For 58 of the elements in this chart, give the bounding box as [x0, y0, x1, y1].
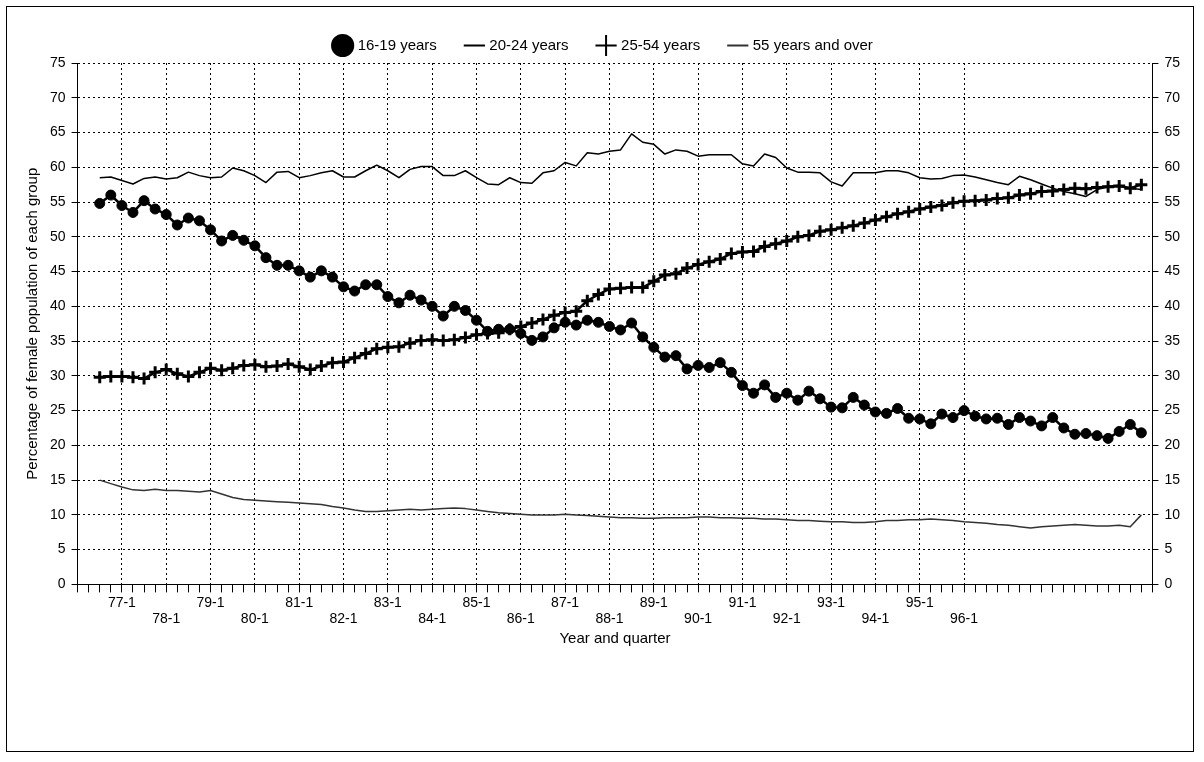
y2-tick-label: 35 [1164, 331, 1181, 348]
y-tick-label: 60 [49, 158, 66, 175]
x-tick-label: 92-1 [772, 610, 801, 627]
legend-label: 25-54 years [621, 35, 701, 53]
y-tick-label: 20 [49, 436, 66, 453]
x-tick-label: 90-1 [684, 610, 713, 627]
y2-tick-label: 20 [1164, 436, 1181, 453]
y2-tick-label: 10 [1164, 505, 1181, 522]
x-tick-label: 80-1 [240, 610, 270, 627]
y2-tick-label: 30 [1164, 366, 1181, 383]
y2-tick-label: 55 [1164, 192, 1181, 209]
y2-tick-label: 45 [1164, 262, 1181, 279]
legend-label: 16-19 years [357, 35, 437, 53]
y-tick-label: 50 [49, 227, 66, 244]
x-tick-label: 89-1 [639, 593, 668, 610]
y-tick-label: 5 [57, 540, 66, 557]
y2-tick-label: 0 [1164, 575, 1173, 592]
x-tick-label: 88-1 [595, 610, 624, 627]
x-tick-label: 91-1 [728, 593, 757, 610]
x-tick-label: 85-1 [462, 593, 491, 610]
x-tick-label: 79-1 [196, 593, 225, 610]
y-tick-label: 55 [49, 192, 66, 209]
legend-label: 55 years and over [752, 35, 873, 53]
y2-tick-label: 65 [1164, 123, 1181, 140]
y-tick-label: 45 [49, 262, 66, 279]
y2-tick-label: 50 [1164, 227, 1181, 244]
x-tick-label: 83-1 [373, 593, 403, 610]
x-tick-label: 81-1 [285, 593, 314, 610]
x-tick-label: 94-1 [861, 610, 890, 627]
x-tick-label: 77-1 [107, 593, 137, 610]
y2-tick-label: 60 [1164, 158, 1181, 175]
y-tick-label: 0 [57, 575, 66, 592]
x-tick-label: 96-1 [950, 610, 979, 627]
x-tick-label: 82-1 [329, 610, 358, 627]
y-tick-label: 35 [49, 331, 66, 348]
y2-tick-label: 25 [1164, 401, 1181, 418]
y-axis-title: Percentage of female population of each group [23, 167, 41, 480]
x-tick-label: 87-1 [551, 593, 580, 610]
x-tick-label: 95-1 [905, 593, 934, 610]
x-tick-label: 84-1 [418, 610, 447, 627]
x-tick-label: 93-1 [817, 593, 846, 610]
y-tick-label: 70 [49, 88, 66, 105]
legend-label: 20-24 years [489, 35, 569, 53]
y-tick-label: 40 [49, 297, 66, 314]
y2-tick-label: 70 [1164, 88, 1181, 105]
y2-tick-label: 5 [1164, 540, 1173, 557]
x-tick-label: 78-1 [152, 610, 181, 627]
y2-tick-label: 15 [1164, 470, 1181, 487]
y-tick-label: 75 [49, 53, 66, 70]
y-tick-label: 10 [49, 505, 66, 522]
y-tick-label: 25 [49, 401, 66, 418]
y-tick-label: 30 [49, 366, 66, 383]
x-tick-label: 86-1 [506, 610, 536, 627]
y2-tick-label: 40 [1164, 297, 1181, 314]
y-tick-label: 15 [49, 470, 66, 487]
y2-tick-label: 75 [1164, 53, 1181, 70]
x-axis-title: Year and quarter [559, 629, 671, 647]
y-tick-label: 65 [49, 123, 66, 140]
